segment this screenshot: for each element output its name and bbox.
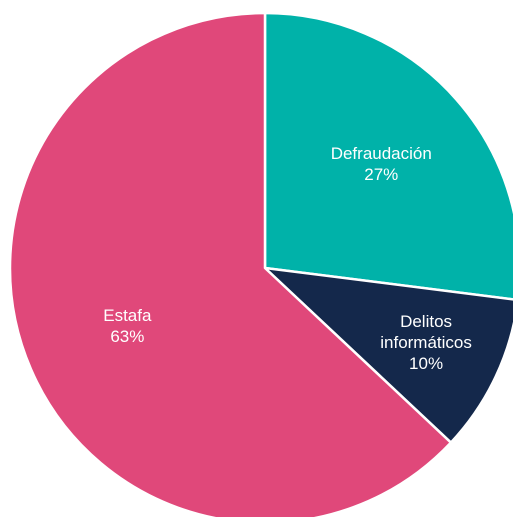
pie-slice-2[interactable] <box>8 11 453 517</box>
pie-slice-label-1: Delitos informáticos 10% <box>380 312 472 373</box>
pie-slice-label-2: Estafa 63% <box>103 307 152 347</box>
pie-slice-1[interactable] <box>263 266 513 444</box>
pie-slice-percent: 10% <box>409 354 443 373</box>
pie-slice-percent: 63% <box>110 328 144 347</box>
pie-slice-label-0: Defraudación 27% <box>331 144 432 184</box>
pie-slice-percent: 27% <box>364 165 398 184</box>
pie-labels: Defraudación 27% Delitos informáticos 10% Est… <box>103 144 472 373</box>
pie-slice-0[interactable] <box>263 11 513 301</box>
pie-slices <box>8 11 513 517</box>
pie-slice-label-line: Estafa <box>103 307 152 326</box>
pie-slice-label-line: Defraudación <box>331 144 432 163</box>
pie-slice-label-line: Delitos <box>400 312 452 331</box>
pie-slice-label-line: informáticos <box>380 333 472 352</box>
